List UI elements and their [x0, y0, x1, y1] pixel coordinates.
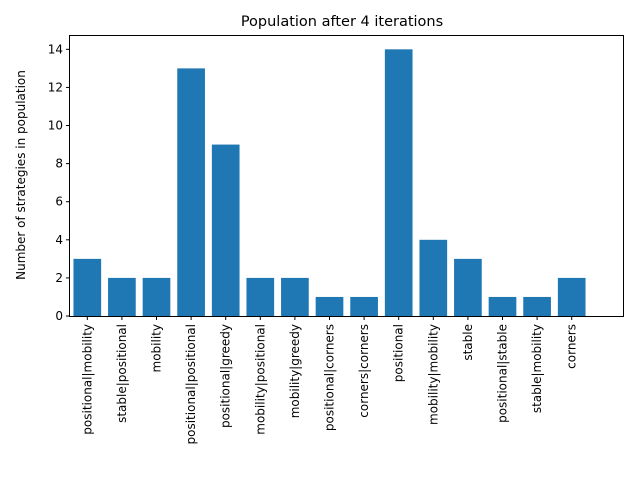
- y-tick-label: 14: [48, 42, 63, 56]
- y-ticks-group: 0 2 4 6 8 10 12 14: [48, 42, 70, 323]
- y-tick-label: 6: [55, 195, 63, 209]
- x-tick-label: stable|mobility: [530, 324, 544, 413]
- bar-positional: [384, 49, 413, 316]
- bar-positional-corners: [315, 296, 344, 316]
- x-tick-label: corners: [565, 324, 579, 369]
- bar-positional-stable: [488, 296, 517, 316]
- bar-mobility-mobility: [419, 239, 448, 316]
- x-tick-label: positional|mobility: [80, 324, 94, 435]
- x-tick-label: positional|greedy: [219, 324, 233, 428]
- bar-mobility-greedy: [281, 277, 309, 316]
- y-axis-label: Number of strategies in population: [14, 70, 28, 280]
- x-tick-label: positional|positional: [184, 324, 198, 444]
- chart-title: Population after 4 iterations: [241, 14, 443, 30]
- bar-mobility: [142, 277, 171, 316]
- bar-corners: [557, 277, 586, 316]
- x-tick-label: mobility|greedy: [288, 324, 302, 418]
- y-tick-label: 4: [55, 233, 63, 247]
- x-tick-label: mobility: [150, 324, 164, 372]
- y-tick-label: 10: [48, 119, 63, 133]
- bar-stable-positional: [108, 277, 136, 316]
- bar-stable: [454, 258, 482, 316]
- x-tick-label: positional|corners: [323, 324, 337, 431]
- bar-positional-greedy: [211, 144, 240, 316]
- x-tick-label: positional|stable: [496, 324, 510, 423]
- x-tick-label: stable|positional: [115, 324, 129, 423]
- y-tick-label: 0: [55, 309, 63, 323]
- bar-mobility-positional: [246, 277, 275, 316]
- bar-positional-mobility: [73, 258, 102, 316]
- bar-corners-corners: [350, 296, 378, 316]
- y-tick-label: 2: [55, 271, 63, 285]
- x-tick-label: positional: [392, 324, 406, 382]
- x-tick-label: corners|corners: [357, 324, 371, 418]
- bars-group: [73, 49, 586, 316]
- bar-stable-mobility: [523, 296, 551, 316]
- plot-area-frame: [69, 35, 624, 317]
- y-tick-label: 12: [48, 80, 63, 94]
- x-tick-label: mobility|mobility: [426, 324, 440, 425]
- x-ticks-group: positional|mobility stable|positional mobi…: [80, 316, 579, 444]
- x-tick-label: stable: [461, 324, 475, 361]
- y-tick-label: 8: [55, 157, 63, 171]
- bar-positional-positional: [177, 68, 205, 316]
- x-tick-label: mobility|positional: [253, 324, 267, 435]
